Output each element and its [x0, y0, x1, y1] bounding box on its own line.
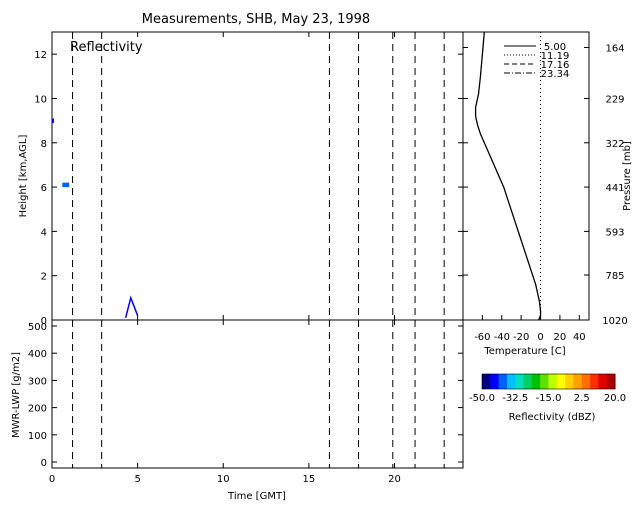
- colorbar-swatch: [482, 374, 491, 389]
- colorbar-swatch: [598, 374, 608, 389]
- colorbar-tick-label: 20.0: [604, 393, 626, 404]
- lwp-y-axis-label: MWR-LWP [g/m2]: [11, 352, 22, 438]
- colorbar-swatch: [606, 374, 616, 389]
- lwp-panel: MWR-LWP [g/m2] Time [GMT] 01002003004005…: [11, 319, 464, 502]
- reflectivity-y-tick-label: 8: [41, 139, 47, 150]
- colorbar-frame: [481, 373, 616, 390]
- colorbar-label: Reflectivity (dBZ): [509, 412, 596, 423]
- reflectivity-echo: [124, 295, 139, 318]
- time-x-tick-label: 20: [388, 474, 401, 485]
- pressure-tick-label: 1020: [602, 316, 627, 327]
- reflectivity-echo: [62, 182, 70, 188]
- temperature-x-axis-label: Temperature [C]: [483, 346, 565, 357]
- pressure-tick-label: 593: [605, 227, 624, 238]
- time-x-tick-label: 15: [303, 474, 316, 485]
- colorbar-swatch: [548, 374, 558, 389]
- reflectivity-y-tick-label: 2: [41, 272, 47, 283]
- legend-label: 5.00: [544, 42, 566, 53]
- pressure-tick-label: 229: [605, 94, 624, 105]
- legend-label: 17.16: [541, 60, 570, 71]
- reflectivity-y-axis-label: Height [km,AGL]: [18, 135, 29, 218]
- colorbar-swatch: [573, 374, 583, 389]
- colorbar-swatch: [490, 374, 500, 389]
- colorbar-swatch: [565, 374, 574, 389]
- time-x-tick-label: 5: [134, 474, 140, 485]
- colorbar-swatch: [506, 374, 516, 389]
- time-x-axis-label: Time [GMT]: [227, 491, 286, 502]
- reflectivity-panel-label: Reflectivity: [70, 40, 143, 55]
- temperature-x-tick-label: 40: [573, 332, 586, 343]
- lwp-y-tick-label: 0: [41, 458, 47, 469]
- reflectivity-y-tick-label: 6: [41, 183, 47, 194]
- reflectivity-echo: [52, 118, 54, 123]
- colorbar-swatch: [531, 374, 541, 389]
- lwp-y-tick-label: 400: [28, 349, 47, 360]
- colorbar-swatch: [540, 374, 549, 389]
- reflectivity-colorbar: Reflectivity (dBZ) -50.0 -32.5 -15.0 2.5 20.…: [469, 373, 626, 423]
- chart-title: Measurements, SHB, May 23, 1998: [142, 12, 370, 27]
- pressure-tick-label: 441: [605, 183, 624, 194]
- lwp-y-tick-label: 300: [28, 376, 47, 387]
- colorbar-tick-label: -15.0: [536, 393, 562, 404]
- reflectivity-y-tick-label: 0: [41, 316, 47, 327]
- time-x-tick-label: 0: [49, 474, 55, 485]
- colorbar-swatch: [498, 374, 508, 389]
- colorbar-tick-label: -50.0: [469, 393, 495, 404]
- temperature-x-tick-label: -60: [474, 332, 490, 343]
- lwp-y-tick-label: 200: [28, 404, 47, 415]
- reflectivity-y-tick-label: 10: [34, 94, 47, 105]
- lwp-y-tick-label: 100: [28, 431, 47, 442]
- temperature-x-tick-label: -40: [494, 332, 510, 343]
- temperature-x-tick-label: 0: [537, 332, 543, 343]
- pressure-tick-label: 785: [605, 271, 624, 282]
- temperature-x-tick-label: 20: [554, 332, 567, 343]
- reflectivity-y-tick-label: 4: [41, 227, 47, 238]
- legend-label: 23.34: [541, 69, 570, 80]
- pressure-tick-label: 164: [605, 44, 624, 55]
- colorbar-swatch: [523, 374, 533, 389]
- colorbar-tick-label: -32.5: [502, 393, 528, 404]
- temperature-panel: Temperature [C] Pressure [mb] 1020 785 593…: [462, 31, 633, 357]
- legend-label: 11.19: [541, 51, 570, 62]
- colorbar-swatch: [515, 374, 525, 389]
- temperature-x-tick-label: -20: [513, 332, 529, 343]
- temperature-profile-line: [474, 31, 542, 321]
- reflectivity-plot-frame: [51, 31, 464, 321]
- colorbar-swatch: [556, 374, 566, 389]
- pressure-y-axis-label: Pressure [mb]: [622, 141, 633, 211]
- time-x-tick-label: 10: [217, 474, 230, 485]
- lwp-y-tick-label: 500: [28, 322, 47, 333]
- reflectivity-panel: Reflectivity Height [km,AGL] 0 2 4 6 8 10 12: [18, 31, 464, 327]
- colorbar-tick-label: 2.5: [574, 393, 590, 404]
- colorbar-swatch: [590, 374, 599, 389]
- pressure-tick-label: 322: [605, 139, 624, 150]
- colorbar-swatch: [581, 374, 591, 389]
- temperature-plot-frame: [462, 31, 590, 321]
- lwp-plot-frame: [51, 319, 464, 469]
- reflectivity-y-tick-label: 12: [34, 50, 47, 61]
